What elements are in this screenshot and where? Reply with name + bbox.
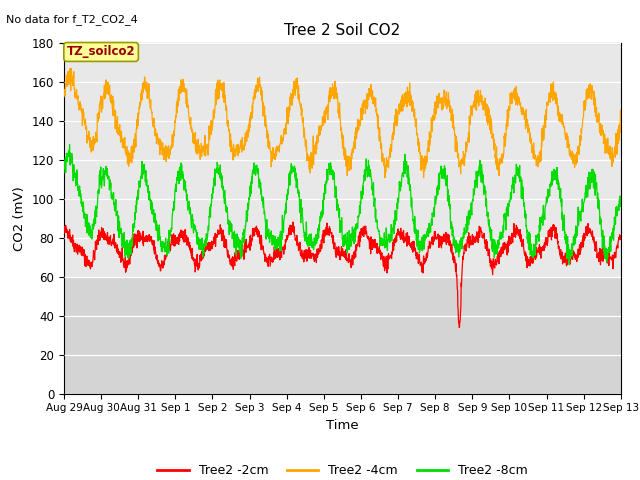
- Legend: Tree2 -2cm, Tree2 -4cm, Tree2 -8cm: Tree2 -2cm, Tree2 -4cm, Tree2 -8cm: [152, 459, 532, 480]
- X-axis label: Time: Time: [326, 419, 358, 432]
- Title: Tree 2 Soil CO2: Tree 2 Soil CO2: [284, 23, 401, 38]
- Bar: [64, 43, 621, 277]
- Text: No data for f_T2_CO2_4: No data for f_T2_CO2_4: [6, 14, 138, 25]
- Text: TZ_soilco2: TZ_soilco2: [67, 46, 136, 59]
- Y-axis label: CO2 (mV): CO2 (mV): [13, 186, 26, 251]
